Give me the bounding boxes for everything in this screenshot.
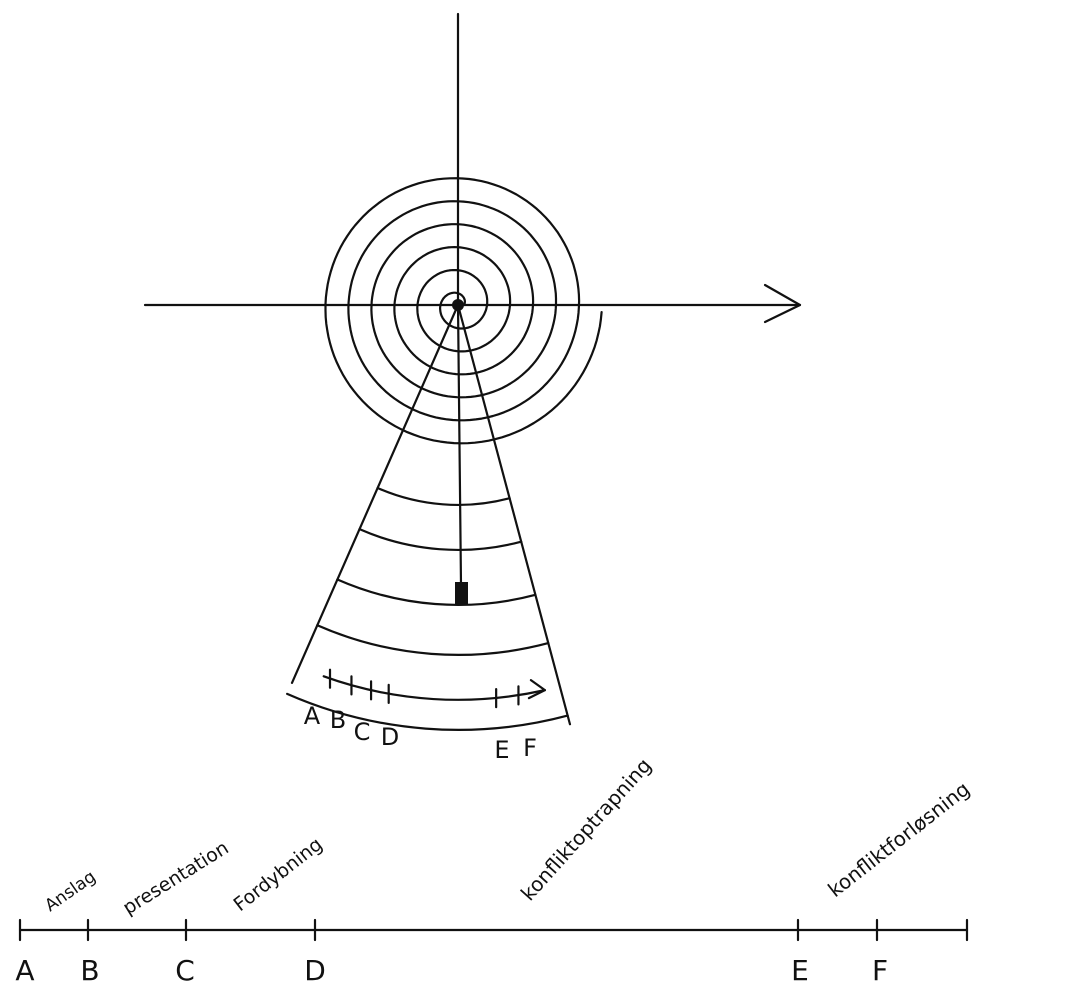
timeline-label: C — [175, 954, 195, 987]
axis-arrow — [765, 285, 800, 322]
fan-arc — [337, 580, 535, 605]
scale-arrow — [529, 680, 545, 698]
phase-label: konfliktforløsning — [823, 777, 974, 902]
scale-label: E — [494, 736, 509, 764]
phase-label: konfliktoptrapning — [516, 753, 656, 905]
phase-label: Fordybning — [230, 833, 327, 916]
spiral — [326, 178, 602, 443]
phase-label: presentation — [119, 837, 233, 919]
diagram: ABCDEF ABCDEFAnslagpresentationFordybnin… — [0, 0, 1069, 989]
timeline-label: E — [791, 954, 809, 987]
scale-line — [324, 676, 545, 700]
fan-arc — [317, 625, 548, 655]
scale-label: C — [354, 718, 371, 746]
fan-arc — [360, 529, 522, 550]
scale-label: F — [523, 734, 537, 762]
timeline-label: B — [80, 954, 99, 987]
pendulum-rod — [458, 305, 461, 585]
timeline-label: F — [872, 954, 888, 987]
timeline-label: D — [304, 954, 326, 987]
fan-arc — [378, 488, 510, 505]
phase-label: Anslag — [41, 867, 99, 916]
scale-label: D — [381, 723, 399, 751]
timeline-label: A — [15, 954, 34, 987]
scale-label: B — [330, 706, 346, 734]
pendulum-weight — [455, 582, 468, 605]
scale-label: A — [304, 702, 321, 730]
